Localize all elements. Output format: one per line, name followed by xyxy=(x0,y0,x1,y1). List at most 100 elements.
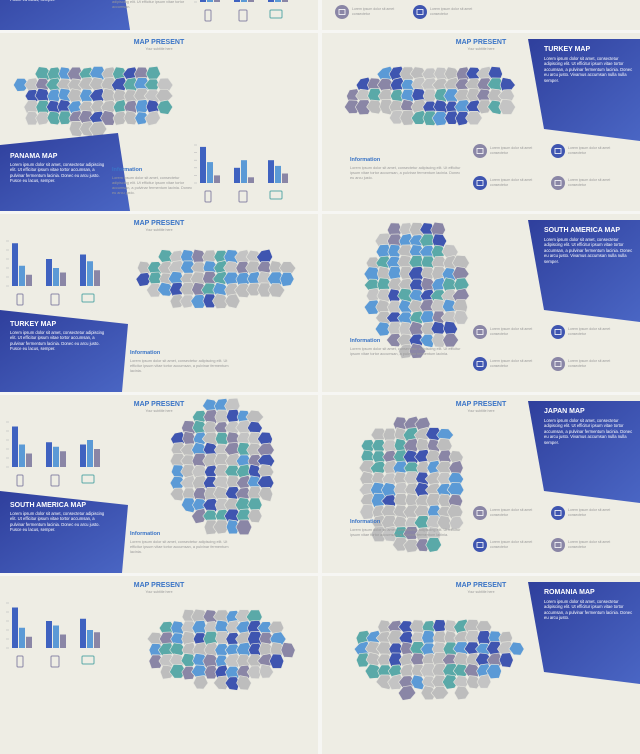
bar xyxy=(19,444,25,467)
bar xyxy=(207,162,213,183)
map-region xyxy=(431,333,447,348)
bar xyxy=(200,0,206,2)
map-region xyxy=(202,293,218,308)
map-region xyxy=(156,99,174,115)
bar xyxy=(80,254,86,286)
text-panel xyxy=(528,582,640,684)
icon-text: Lorem ipsum dolor sit amet consectetur xyxy=(490,327,533,336)
icon-text: Lorem ipsum dolor sit amet consectetur xyxy=(352,7,395,16)
icon-text: Lorem ipsum dolor sit amet consectetur xyxy=(568,540,611,549)
slide: SOUTH AMERICA MAP Lorem ipsum dolor sit a… xyxy=(322,214,640,392)
map-region xyxy=(374,321,393,337)
icon-circle xyxy=(551,176,565,190)
slide-heading: MAP PRESENT xyxy=(133,401,185,408)
map-region xyxy=(256,282,272,298)
map-region xyxy=(444,110,460,125)
map-region xyxy=(145,65,161,81)
map-region xyxy=(410,110,428,125)
map-region xyxy=(465,111,483,126)
map-region xyxy=(123,110,139,126)
bar xyxy=(234,0,240,2)
map-region xyxy=(212,293,230,309)
map-region xyxy=(476,99,492,115)
bar xyxy=(46,621,52,648)
panel-title: SOUTH AMERICA MAP xyxy=(10,502,87,509)
bar xyxy=(268,0,274,2)
bar xyxy=(234,167,240,183)
slide: MAP PRESENT Your subtitle here ROMANIA MAP… xyxy=(322,576,640,754)
map-region xyxy=(190,294,208,309)
bar xyxy=(207,0,213,2)
bar xyxy=(241,160,247,183)
slide: MAP PRESENT Your subtitle here TURKEY MAP L… xyxy=(0,214,318,392)
bar xyxy=(12,607,18,648)
icon-circle xyxy=(473,176,487,190)
bar xyxy=(60,272,66,286)
info-text: Lorem ipsum dolor sit amet, consectetur … xyxy=(112,176,192,195)
icon-text: Lorem ipsum dolor sit amet consectetur xyxy=(568,146,611,155)
map-region xyxy=(234,283,253,298)
map-region xyxy=(35,111,52,126)
icon-text: Lorem ipsum dolor sit amet consectetur xyxy=(490,508,533,517)
icon-glyph xyxy=(416,9,424,15)
map-region xyxy=(453,685,470,701)
bar xyxy=(19,627,25,648)
bar xyxy=(241,0,247,2)
icon-text: Lorem ipsum dolor sit amet consectetur xyxy=(568,508,611,517)
slide-subheading: Your subtitle here xyxy=(467,409,495,413)
bar xyxy=(282,0,288,2)
icon-glyph xyxy=(554,329,562,335)
panel-text: Lorem ipsum dolor sit amet, consectetur … xyxy=(10,162,105,184)
info-title: Information xyxy=(130,350,161,356)
device-icon xyxy=(81,655,95,665)
icon-glyph xyxy=(554,361,562,367)
icon-circle xyxy=(551,357,565,371)
info-text: Lorem ipsum dolor sit amet, consectetur … xyxy=(350,528,461,537)
device-icon xyxy=(269,190,283,200)
panel-title: TURKEY MAP xyxy=(544,46,591,53)
bar xyxy=(275,165,281,183)
device-icon xyxy=(204,9,212,22)
map-region xyxy=(135,272,153,287)
panel-text: Lorem ipsum dolor sit amet, consectetur … xyxy=(544,56,633,83)
device-icon xyxy=(16,474,24,487)
map-region xyxy=(399,109,416,126)
device-icon xyxy=(81,293,95,303)
map-region xyxy=(112,110,128,126)
device-icon xyxy=(81,474,95,484)
icon-circle xyxy=(473,144,487,158)
map-region xyxy=(181,497,197,514)
map-region xyxy=(415,538,431,552)
text-panel xyxy=(528,39,640,141)
panel-text: Lorem ipsum dolor sit amet, consectetur … xyxy=(544,237,633,264)
bar xyxy=(275,0,281,2)
map-region xyxy=(398,343,415,359)
icon-circle xyxy=(551,538,565,552)
map-region xyxy=(498,652,514,668)
bar xyxy=(46,442,52,467)
bar xyxy=(87,440,93,467)
map-region xyxy=(267,283,286,298)
bar xyxy=(214,175,220,183)
info-text: Lorem ipsum dolor sit amet, consectetur … xyxy=(112,0,185,9)
icon-text: Lorem ipsum dolor sit amet consectetur xyxy=(568,359,611,368)
map-region xyxy=(247,509,263,523)
panel-title: PANAMA MAP xyxy=(10,153,58,160)
map-region xyxy=(279,272,295,287)
map-region xyxy=(68,120,85,138)
device-icon xyxy=(50,655,60,668)
icon-circle xyxy=(473,538,487,552)
device-icon xyxy=(238,9,248,22)
device-icon xyxy=(269,9,283,19)
icon-text: Lorem ipsum dolor sit amet consectetur xyxy=(490,178,533,187)
map-region xyxy=(280,642,296,658)
map-region xyxy=(363,299,382,315)
text-panel xyxy=(528,220,640,322)
icon-glyph xyxy=(554,510,562,516)
slide: MAP PRESENT Your subtitle here xyxy=(0,576,318,754)
bar xyxy=(248,0,254,2)
map-region xyxy=(192,675,209,690)
icon-circle xyxy=(473,357,487,371)
